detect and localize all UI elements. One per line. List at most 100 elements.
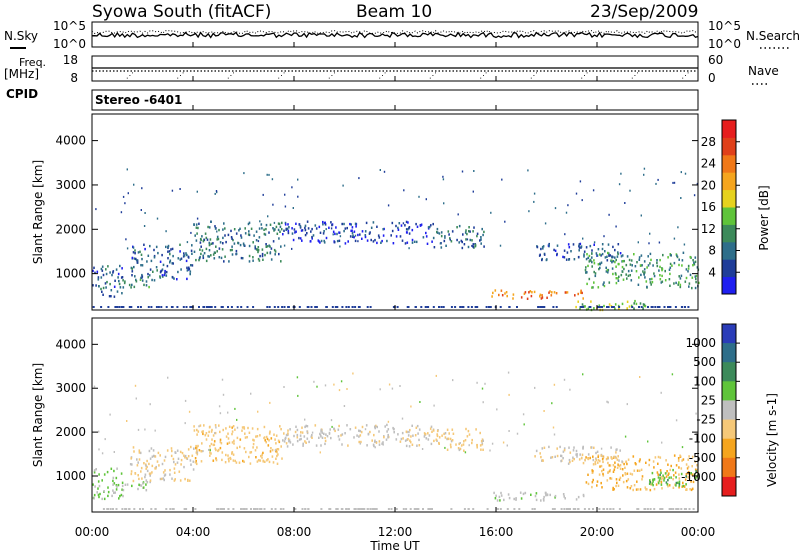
echo-cell — [261, 252, 264, 256]
echo-cell — [131, 267, 133, 270]
echo-cell — [231, 248, 233, 252]
echo-cell — [192, 460, 195, 463]
echo-cell — [253, 234, 255, 237]
echo-cell — [224, 461, 227, 464]
echo-cell — [376, 425, 378, 429]
echo-cell — [240, 256, 243, 260]
echo-cell — [587, 482, 590, 486]
echo-cell — [311, 235, 313, 239]
scatter-cell — [472, 190, 474, 193]
ground-cell — [240, 508, 242, 510]
echo-cell — [204, 232, 207, 235]
scatter-cell — [672, 181, 674, 184]
scatter-cell — [297, 394, 299, 397]
echo-cell — [597, 248, 600, 251]
scatter-cell — [383, 170, 386, 173]
echo-cell — [215, 457, 217, 460]
echo-cell — [462, 233, 464, 236]
echo-cell — [93, 497, 95, 500]
echo-cell — [612, 486, 614, 490]
echo-cell — [397, 433, 399, 436]
scatter-cell — [593, 241, 596, 244]
echo-cell — [219, 438, 222, 441]
echo-cell — [592, 458, 595, 462]
echo-cell — [131, 270, 134, 273]
echo-cell — [691, 465, 693, 468]
echo-cell — [101, 479, 103, 482]
echo-cell — [243, 427, 246, 430]
echo-cell — [428, 225, 431, 229]
echo-cell — [200, 450, 203, 453]
echo-cell — [378, 430, 380, 433]
echo-cell — [190, 249, 193, 252]
nave-dip-mark: ⋰ — [631, 71, 639, 80]
echo-cell — [413, 240, 416, 243]
x-tick-label: 00:00 — [681, 525, 716, 539]
ground-cell — [157, 306, 160, 308]
echo-cell — [592, 469, 594, 473]
echo-cell — [432, 236, 435, 240]
echo-cell — [110, 295, 112, 298]
echo-cell — [641, 475, 644, 478]
echo-cell — [519, 491, 522, 494]
echo-cell — [397, 228, 400, 231]
echo-cell — [682, 251, 685, 254]
echo-cell — [194, 461, 197, 464]
scatter-cell — [304, 418, 306, 421]
echo-cell — [114, 279, 116, 282]
echo-cell — [163, 459, 166, 462]
ground-cell — [282, 508, 285, 510]
echo-cell — [349, 428, 352, 431]
echo-cell — [588, 254, 591, 258]
ground-cell — [172, 508, 175, 510]
echo-cell — [565, 258, 568, 261]
echo-cell — [159, 454, 161, 457]
scatter-cell — [491, 442, 494, 445]
date-title: 23/Sep/2009 — [590, 2, 698, 22]
ground-cell — [506, 508, 509, 510]
echo-cell — [173, 467, 176, 470]
ground-cell — [597, 306, 600, 308]
echo-cell — [440, 234, 443, 238]
echo-cell — [275, 457, 277, 460]
scatter-cell — [671, 373, 674, 376]
echo-cell — [590, 259, 592, 262]
echo-cell — [153, 279, 156, 282]
scatter-cell — [433, 404, 435, 407]
echo-cell — [638, 460, 641, 463]
colorbar-segment — [722, 476, 736, 497]
echo-cell — [299, 434, 302, 437]
echo-cell — [563, 256, 566, 259]
ground-cell — [245, 508, 248, 510]
echo-cell — [268, 231, 270, 234]
echo-cell — [277, 228, 280, 232]
scatter-cell — [680, 197, 682, 199]
echo-cell — [659, 477, 661, 480]
echo-cell — [493, 491, 495, 495]
echo-cell — [390, 234, 392, 237]
echo-cell — [241, 426, 244, 429]
ground-cell — [198, 306, 200, 308]
ground-cell — [417, 508, 420, 510]
echo-cell — [427, 438, 430, 441]
ground-cell — [485, 306, 488, 308]
ground-cell — [240, 306, 243, 308]
echo-cell — [683, 485, 686, 488]
echo-cell — [602, 468, 605, 471]
station-title: Syowa South (fitACF) — [92, 2, 271, 22]
scatter-cell — [113, 451, 115, 453]
echo-cell — [597, 286, 600, 289]
echo-cell — [252, 241, 254, 244]
echo-cell — [395, 438, 398, 441]
echo-cell — [679, 277, 682, 280]
echo-cell — [311, 436, 313, 439]
ground-cell — [387, 508, 390, 510]
ground-cell — [335, 508, 338, 510]
echo-cell — [183, 252, 185, 255]
echo-cell — [626, 277, 628, 280]
echo-cell — [235, 252, 238, 256]
echo-cell — [102, 286, 105, 290]
echo-cell — [432, 429, 435, 432]
echo-cell — [695, 274, 698, 278]
echo-cell — [672, 478, 674, 481]
